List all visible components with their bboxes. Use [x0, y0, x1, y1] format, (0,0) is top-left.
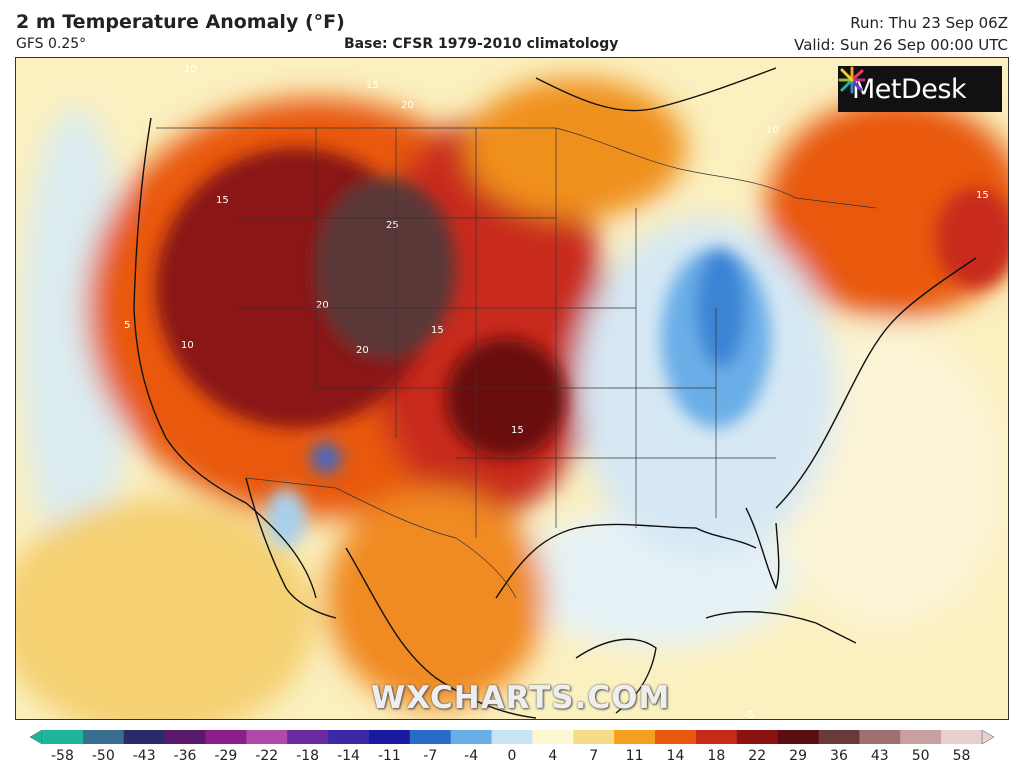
colorbar-tick-label: 36	[830, 748, 848, 764]
colorbar-tick-label: -29	[214, 748, 238, 764]
metdesk-sunburst-icon	[838, 66, 866, 94]
colorbar-tick-label: -7	[423, 748, 438, 764]
colorbar-tick-label: 11	[625, 748, 644, 764]
canada-warm-area	[466, 78, 686, 218]
hudson-coastline	[535, 67, 777, 112]
colorbar-tick-label: 58	[952, 748, 971, 764]
colorbar-segment	[450, 730, 493, 744]
lakes-cold-core	[696, 248, 746, 368]
colorbar-tick-label: -4	[464, 748, 479, 764]
colorbar-segment	[123, 730, 166, 744]
colorbar-left-arrow	[30, 730, 43, 744]
metdesk-logo-text: MetDesk	[852, 73, 967, 105]
colorbar-tick-label: 22	[748, 748, 767, 764]
colorbar-segment	[736, 730, 779, 744]
chart-title: 2 m Temperature Anomaly (°F)	[16, 11, 345, 33]
colorbar-tick-label: 14	[666, 748, 685, 764]
colorbar-tick-label: 43	[870, 748, 889, 764]
colorbar-segment	[777, 730, 820, 744]
cuba-coastline	[705, 611, 857, 644]
colorbar-segment	[328, 730, 370, 744]
colorbar-segment	[941, 730, 983, 744]
contour-label: 15	[366, 80, 379, 91]
colorbar-tick-label: 50	[911, 748, 930, 764]
plains-hot-core	[446, 338, 566, 458]
wxcharts-watermark: WXCHARTS.COM	[371, 680, 671, 716]
map-graphic: 10 15 20 25 15 10 5 -5 15 10 15 20 20 15	[16, 58, 1008, 720]
contour-label: 15	[976, 190, 989, 201]
model-label: GFS 0.25°	[16, 36, 87, 52]
florida-coastline	[745, 507, 780, 590]
contour-label: 15	[431, 325, 444, 336]
contour-label: 15	[511, 425, 524, 436]
colorbar-tick-label: -18	[296, 748, 320, 764]
contour-label: 15	[216, 195, 229, 206]
colorbar-right-arrow	[981, 730, 994, 744]
colorbar-tick-label: -50	[91, 748, 115, 764]
east-coastline	[775, 257, 977, 509]
colorbar-tick-label: 18	[707, 748, 726, 764]
contour-label: -5	[744, 710, 754, 720]
colorbar-segment	[900, 730, 942, 744]
colorbar-segment	[205, 730, 247, 744]
colorbar-tick-label: 29	[789, 748, 807, 764]
colorbar-segment	[532, 730, 574, 744]
colorbar-segment	[164, 730, 206, 744]
base-climatology-label: Base: CFSR 1979-2010 climatology	[344, 36, 619, 52]
colorbar-tick-label: -43	[132, 748, 156, 764]
colorbar-segments	[42, 730, 983, 744]
colorbar-segment	[655, 730, 697, 744]
mexico-warm-area	[326, 488, 546, 708]
contour-label: 25	[386, 220, 399, 231]
colorbar-segment	[42, 730, 84, 744]
contour-label: 20	[356, 345, 369, 356]
colorbar-segment	[287, 730, 329, 744]
colorbar-segment	[246, 730, 288, 744]
colorbar-segment	[409, 730, 452, 744]
colorbar-tick-label: -11	[377, 748, 401, 764]
colorbar-tick-label: 4	[548, 748, 558, 764]
colorbar-segment	[82, 730, 125, 744]
us-mexico-border	[245, 477, 517, 599]
baja-cool-spot	[266, 488, 306, 548]
contour-label: 10	[181, 340, 194, 351]
colorbar-tick-label: -22	[255, 748, 279, 764]
contour-label: 10	[184, 64, 197, 75]
temperature-anomaly-map: 10 15 20 25 15 10 5 -5 15 10 15 20 20 15	[15, 57, 1009, 720]
colorbar-segment	[491, 730, 533, 744]
colorbar-segment	[614, 730, 656, 744]
colorbar-segment	[818, 730, 860, 744]
colorbar-segment	[695, 730, 738, 744]
colorbar-tick-label: -14	[337, 748, 360, 764]
colorbar-tick-label: -58	[50, 748, 74, 764]
colorbar-tick-label: -36	[173, 748, 197, 764]
canada-east-warm	[936, 188, 1008, 288]
west-coastline	[133, 117, 317, 599]
rockies-extreme-core	[316, 178, 456, 358]
gulf-coastline	[495, 523, 757, 599]
contour-label: 20	[401, 100, 414, 111]
yucatan-coastline	[575, 638, 657, 714]
contour-label: 5	[124, 320, 130, 331]
colorbar-segment	[859, 730, 901, 744]
colorbar-tick-label: 7	[589, 748, 599, 764]
baja-coastline	[245, 477, 337, 619]
colorbar-segment	[573, 730, 615, 744]
pacific-cool-area	[21, 108, 131, 568]
contour-label: 20	[316, 300, 329, 311]
run-time-label: Run: Thu 23 Sep 06Z	[850, 14, 1008, 32]
colorbar-segment	[368, 730, 411, 744]
mexico-west-coastline	[345, 547, 537, 719]
pacific-warm-area	[16, 498, 316, 719]
contour-label: 10	[766, 125, 779, 136]
metdesk-logo: MetDesk	[838, 66, 1002, 112]
colorbar	[30, 730, 994, 744]
valid-time-label: Valid: Sun 26 Sep 00:00 UTC	[794, 36, 1008, 54]
us-canada-border	[156, 127, 877, 209]
sw-cool-spot	[311, 443, 341, 473]
colorbar-tick-label: 0	[507, 748, 517, 764]
